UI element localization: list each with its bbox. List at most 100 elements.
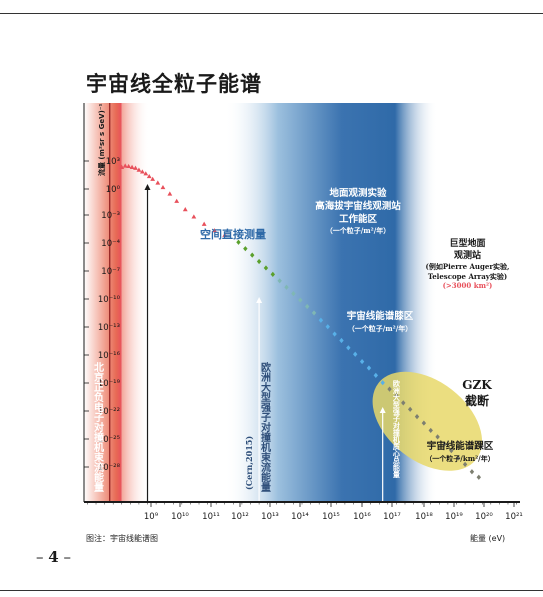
knee-rate: （一个粒子/m²/年）: [347, 323, 413, 333]
y-tick-label: 10⁰: [106, 185, 121, 195]
beijing-arrow-head: [144, 184, 151, 190]
lhc-cm-arrow-head: [379, 407, 386, 413]
data-point-red: [136, 167, 142, 172]
gzk-line-1: GZK: [462, 378, 492, 392]
data-point-teal: [311, 310, 317, 316]
x-tick-label: 10¹⁹: [445, 512, 463, 522]
y-tick-label: 10³: [106, 157, 120, 167]
beijing-energy-band: [84, 103, 122, 502]
red-band-fade: [121, 103, 150, 502]
data-point-red: [126, 163, 132, 169]
data-point-grey: [401, 400, 406, 406]
data-point-blue: [373, 372, 379, 378]
x-tick-label: 10¹⁴: [291, 512, 309, 522]
page-number: – 4 –: [36, 548, 71, 566]
data-point-grey: [428, 427, 433, 434]
data-point-red: [119, 164, 125, 169]
y-tick-label: 10⁻¹⁶: [98, 351, 121, 361]
x-tick-label: 10¹⁰: [171, 512, 189, 522]
data-point-green: [256, 258, 262, 265]
ground-line-2: 高海拔宇宙线观测站: [315, 200, 401, 212]
giant-array-label: 巨型地面 观测站 (例如Pierre Auger实验, Telescope Ar…: [410, 238, 525, 291]
gzk-line-2: 截断: [464, 394, 489, 409]
data-point-blue: [366, 365, 372, 371]
data-point-green: [263, 265, 269, 271]
x-axis-label: 能量 (eV): [470, 534, 506, 543]
data-point-blue: [380, 380, 385, 386]
data-point-grey: [456, 455, 461, 461]
data-point-red: [212, 228, 217, 233]
data-point-grey: [421, 420, 427, 426]
gzk-cutoff-label: GZK 截断: [452, 377, 502, 409]
data-point-teal: [304, 303, 310, 310]
data-point-red: [143, 171, 149, 176]
y-axis-label: 流量 (m²sr s GeV)⁻¹: [98, 103, 106, 176]
x-tick-label: 10¹⁷: [383, 512, 401, 522]
data-point-red: [182, 206, 188, 212]
data-point-green: [270, 271, 276, 277]
data-point-green: [250, 252, 255, 258]
space-measurement-label: 空间直接测量: [200, 228, 266, 241]
giant-line-3: (例如Pierre Auger实验,: [425, 262, 510, 272]
data-point-teal: [298, 297, 303, 303]
y-tick-label: 10⁻⁴: [101, 239, 120, 249]
data-point-teal: [277, 278, 282, 284]
y-tick-label: 10⁻³: [101, 211, 120, 221]
data-point-grey: [435, 434, 440, 440]
x-tick-label: 10¹⁸: [415, 512, 433, 522]
data-point-red: [122, 163, 128, 168]
bottom-rule: [0, 590, 543, 591]
lhc-cm-energy-label: 欧洲大型强子对撞机质心总能量: [392, 380, 402, 478]
x-tick-label: 10¹³: [261, 512, 279, 522]
data-point-blue: [346, 345, 351, 351]
ground-observation-label: 地面观测实验 高海拔宇宙线观测站 工作能区 （一个粒子/m²/年）: [298, 188, 418, 236]
data-point-grey: [469, 469, 475, 475]
y-tick-label: 10⁻⁷: [101, 267, 120, 277]
y-tick-label: 10⁻¹³: [98, 323, 120, 333]
data-point-grey: [407, 406, 413, 412]
data-point-blue: [325, 324, 330, 330]
data-point-blue: [339, 337, 344, 344]
giant-area: (>3000 km²): [442, 281, 493, 291]
knee-line-1: 宇宙线能谱膝区: [346, 311, 414, 322]
giant-line-4: Telescope Array实验): [427, 271, 508, 281]
data-point-teal: [291, 291, 296, 297]
x-tick-label: 10¹²: [231, 512, 249, 522]
data-point-grey: [414, 414, 420, 420]
data-point-blue: [318, 317, 324, 323]
giant-line-1: 巨型地面: [449, 239, 486, 249]
data-point-red: [167, 191, 173, 196]
x-tick-label: 10¹⁵: [322, 512, 340, 522]
data-point-red: [129, 164, 135, 169]
data-point-blue: [359, 358, 365, 365]
data-point-red: [174, 198, 180, 203]
data-point-grey: [476, 474, 482, 480]
ankle-rate: （一个粒子/km²/年）: [425, 453, 495, 463]
data-point-red: [201, 221, 207, 226]
data-point-teal: [284, 284, 289, 290]
data-point-blue: [332, 331, 337, 337]
data-point-red: [222, 232, 228, 237]
ground-rate: （一个粒子/m²/年）: [325, 226, 391, 236]
x-tick-label: 10⁹: [144, 512, 159, 522]
y-tick-label: 10⁻¹⁰: [98, 295, 121, 305]
page-title: 宇宙线全粒子能谱: [86, 71, 262, 96]
y-tick-label: 10⁻²²: [98, 407, 120, 417]
data-point-red: [146, 173, 152, 179]
giant-line-2: 观测站: [453, 251, 481, 262]
y-tick-label: 10⁻²⁵: [98, 435, 120, 445]
ground-line-3: 工作能区: [338, 213, 377, 225]
data-point-grey: [449, 448, 454, 454]
x-tick-label: 10¹⁶: [353, 512, 371, 522]
data-point-grey: [442, 441, 447, 447]
data-point-red: [139, 169, 145, 174]
x-tick-label: 10¹¹: [202, 512, 220, 522]
top-rule: [0, 13, 543, 14]
data-point-red: [191, 214, 197, 219]
lhc-year-label: (Cern,2015): [244, 435, 254, 490]
gzk-ellipse: [372, 371, 483, 471]
ankle-label: 宇宙线能谱踝区 （一个粒子/km²/年）: [410, 441, 510, 463]
knee-label: 宇宙线能谱膝区 （一个粒子/m²/年）: [330, 311, 430, 333]
data-point-green: [236, 239, 241, 245]
